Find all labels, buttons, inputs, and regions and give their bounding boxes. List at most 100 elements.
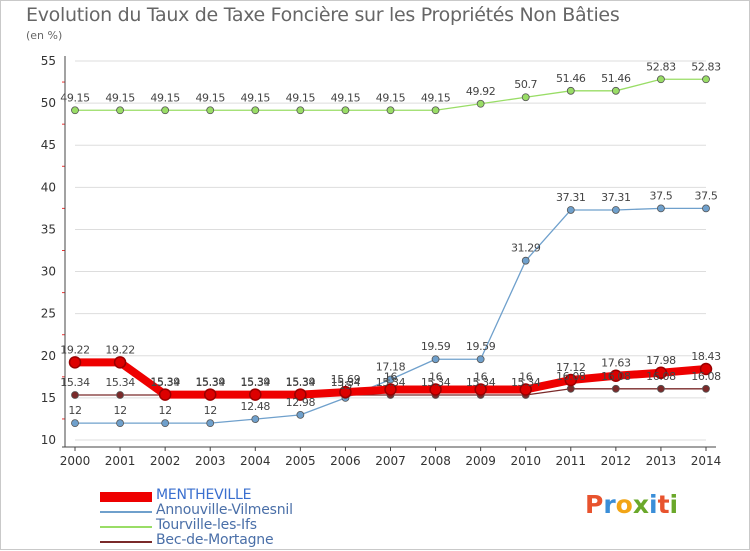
y-tick-label: 15: [41, 391, 56, 405]
data-point-annouville-vilmesnil: [386, 375, 395, 384]
x-tick-label: 2012: [601, 454, 632, 468]
logo-letter: x: [632, 490, 649, 519]
y-tick-label: 30: [41, 265, 56, 279]
data-point-annouville-vilmesnil: [657, 204, 665, 213]
data-label-tourville-les-ifs: 49.15: [331, 91, 361, 104]
data-label-bec-de-mortagne: 16.08: [601, 370, 631, 383]
data-point-annouville-vilmesnil: [251, 415, 260, 424]
data-label-mentheville: 19.22: [105, 343, 135, 356]
x-tick-label: 2005: [285, 454, 316, 468]
x-tick-label: 2003: [195, 454, 226, 468]
x-tick-label: 2008: [420, 454, 451, 468]
data-label-annouville-vilmesnil: 37.5: [695, 189, 718, 202]
data-label-mentheville: 17.63: [601, 357, 631, 370]
legend-swatch: [100, 541, 152, 543]
data-label-bec-de-mortagne: 15.34: [286, 376, 316, 389]
data-point-tourville-les-ifs: [566, 86, 575, 95]
data-label-bec-de-mortagne: 15.34: [421, 376, 451, 389]
data-label-mentheville: 16: [384, 370, 398, 383]
data-point-bec-de-mortagne: [116, 391, 124, 399]
y-tick-label: 20: [41, 349, 56, 363]
chart-title: Evolution du Taux de Taxe Foncière sur l…: [26, 4, 620, 26]
data-label-bec-de-mortagne: 15.34: [105, 376, 135, 389]
data-point-mentheville: [294, 388, 307, 401]
data-label-tourville-les-ifs: 49.15: [421, 91, 451, 104]
x-tick-label: 2011: [556, 454, 587, 468]
data-point-mentheville: [474, 383, 487, 396]
data-label-tourville-les-ifs: 49.15: [150, 91, 180, 104]
data-point-tourville-les-ifs: [296, 106, 305, 115]
data-point-annouville-vilmesnil: [521, 256, 530, 265]
data-point-tourville-les-ifs: [476, 99, 485, 108]
data-point-annouville-vilmesnil: [116, 419, 124, 428]
data-point-tourville-les-ifs: [161, 106, 170, 115]
data-label-bec-de-mortagne: 15.34: [511, 376, 541, 389]
logo-letter: i: [669, 490, 679, 519]
data-point-mentheville: [113, 356, 127, 369]
x-tick-label: 2013: [646, 454, 677, 468]
data-label-tourville-les-ifs: 49.15: [105, 91, 135, 104]
data-label-annouville-vilmesnil: 37.31: [556, 191, 586, 204]
x-tick-label: 2006: [330, 454, 361, 468]
data-label-tourville-les-ifs: 49.15: [376, 91, 406, 104]
data-label-annouville-vilmesnil: 17.18: [376, 361, 406, 374]
data-point-mentheville: [609, 369, 623, 382]
y-axis-unit: (en %): [26, 29, 63, 42]
data-label-annouville-vilmesnil: 12: [68, 404, 81, 417]
data-label-annouville-vilmesnil: 19.59: [466, 340, 496, 353]
x-tick-label: 2014: [691, 454, 722, 468]
data-point-tourville-les-ifs: [386, 106, 395, 115]
data-label-bec-de-mortagne: 16.08: [691, 370, 721, 383]
data-point-annouville-vilmesnil: [161, 419, 170, 428]
x-tick-label: 2000: [60, 454, 91, 468]
data-label-mentheville: 15.39: [286, 376, 316, 389]
data-label-bec-de-mortagne: 15.34: [150, 376, 180, 389]
data-point-bec-de-mortagne: [702, 384, 710, 393]
data-label-annouville-vilmesnil: 37.5: [649, 189, 672, 202]
data-label-bec-de-mortagne: 15.34: [466, 376, 496, 389]
legend-label: Tourville-les-Ifs: [156, 517, 257, 533]
data-point-annouville-vilmesnil: [702, 204, 710, 213]
legend-label: MENTHEVILLE: [156, 487, 252, 503]
data-label-bec-de-mortagne: 15.34: [331, 376, 361, 389]
data-label-bec-de-mortagne: 16.08: [556, 370, 586, 383]
data-point-mentheville: [654, 366, 668, 380]
data-point-bec-de-mortagne: [657, 384, 665, 393]
y-tick-label: 25: [41, 307, 56, 321]
data-label-tourville-les-ifs: 49.15: [195, 91, 225, 104]
x-tick-label: 2009: [465, 454, 496, 468]
x-tick-label: 2002: [150, 454, 181, 468]
x-tick-label: 2007: [375, 454, 406, 468]
data-label-bec-de-mortagne: 15.34: [376, 376, 406, 389]
data-point-bec-de-mortagne: [566, 384, 575, 393]
logo-letter: o: [615, 490, 633, 519]
data-label-mentheville: 17.98: [646, 354, 676, 367]
data-point-annouville-vilmesnil: [71, 419, 79, 428]
data-point-tourville-les-ifs: [206, 106, 215, 115]
data-label-bec-de-mortagne: 15.34: [60, 376, 90, 389]
legend-swatch: [100, 492, 152, 502]
x-tick-label: 2001: [105, 454, 136, 468]
data-point-annouville-vilmesnil: [431, 355, 440, 364]
data-label-tourville-les-ifs: 49.92: [466, 85, 496, 98]
data-point-mentheville: [203, 388, 217, 401]
data-point-tourville-les-ifs: [341, 106, 350, 115]
data-label-annouville-vilmesnil: 12: [113, 404, 126, 417]
data-point-mentheville: [429, 383, 442, 396]
data-label-annouville-vilmesnil: 37.31: [601, 191, 631, 204]
data-label-bec-de-mortagne: 16.08: [646, 370, 676, 383]
x-tick-label: 2004: [240, 454, 271, 468]
data-label-mentheville: 16: [519, 370, 533, 383]
data-label-mentheville: 15.69: [331, 373, 361, 386]
data-label-mentheville: 19.22: [60, 343, 90, 356]
legend-swatch: [100, 526, 152, 528]
data-label-tourville-les-ifs: 51.46: [556, 72, 586, 85]
legend-label: Annouville-Vilmesnil: [156, 502, 293, 518]
x-tick-label: 2010: [510, 454, 541, 468]
data-label-tourville-les-ifs: 50.7: [514, 78, 537, 91]
logo-letter: i: [649, 490, 658, 519]
data-label-mentheville: 17.12: [556, 361, 586, 374]
data-point-mentheville: [699, 362, 713, 376]
